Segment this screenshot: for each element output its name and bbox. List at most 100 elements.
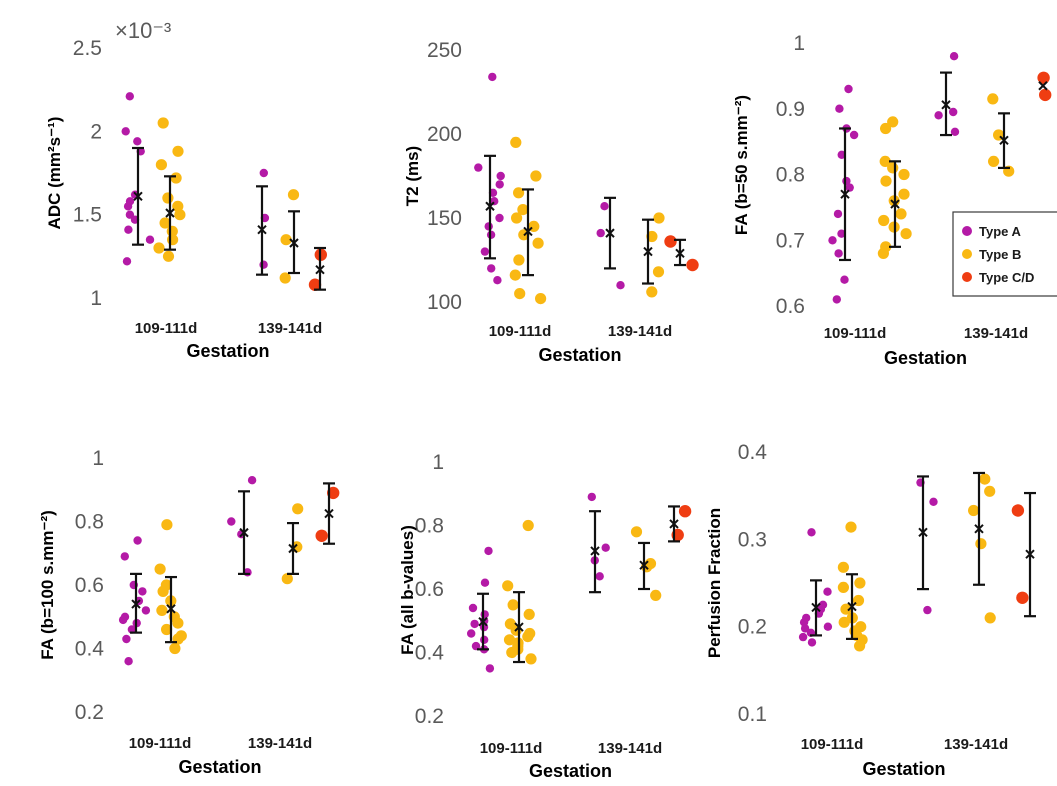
data-point: [510, 212, 523, 224]
data-point: [496, 171, 505, 181]
y-tick-label: 0.8: [776, 164, 805, 187]
group-109-111d-type_a: [118, 536, 151, 666]
data-point: [124, 225, 133, 234]
legend-entry: Type C/D: [962, 270, 1034, 285]
legend-label: Type C/D: [979, 270, 1034, 285]
group-109-111d-type_b: [154, 519, 187, 655]
y-axis-label: FA (all b-values): [398, 525, 417, 655]
data-point: [845, 521, 857, 533]
data-point: [120, 552, 129, 561]
mean-marker: [257, 224, 267, 235]
data-point: [653, 212, 665, 224]
data-point: [837, 150, 846, 159]
data-point: [121, 127, 130, 136]
data-point: [480, 247, 490, 256]
mean-marker: [669, 519, 679, 529]
group-109-111d-type_b: [502, 519, 537, 665]
data-point: [484, 546, 493, 556]
data-point: [949, 107, 958, 117]
data-point: [522, 631, 534, 643]
y-tick-label: 0.2: [75, 701, 104, 724]
data-point: [587, 492, 596, 502]
y-tick-label: 100: [427, 291, 462, 314]
data-point: [514, 288, 526, 300]
data-point: [833, 209, 843, 219]
y-tick-label: 1: [90, 287, 102, 310]
data-point: [1011, 504, 1025, 517]
group-139-141d-type_a: [587, 492, 610, 594]
y-axis-label: FA (b=50 s.mm⁻²): [732, 95, 751, 235]
chart-panel-1: 1 1.5 2 2.5 ×10⁻³ ADC (mm²s⁻¹) 109-111d 139-141…: [45, 18, 327, 361]
chart-panel-2: 100 150 200 250 T2 (ms) 109-111d 139-141d Gesta…: [403, 39, 699, 365]
y-tick-label: 0.4: [415, 642, 445, 665]
data-point: [525, 653, 537, 665]
data-point: [600, 202, 609, 211]
data-point: [279, 272, 291, 284]
data-point: [840, 275, 849, 284]
chart-panel-6: 0.1 0.2 0.3 0.4 Perfusion Fraction 109-111d 13…: [705, 441, 1036, 779]
mean-marker: [239, 527, 249, 538]
data-point: [895, 208, 907, 220]
mean-marker: [840, 189, 850, 199]
data-point: [530, 170, 542, 182]
data-point: [616, 281, 625, 290]
data-point: [535, 293, 547, 305]
data-point: [154, 563, 166, 575]
data-point: [503, 634, 516, 646]
data-point: [506, 646, 518, 659]
data-point: [259, 168, 268, 178]
y-tick-label: 0.8: [75, 511, 104, 534]
data-point: [227, 517, 236, 526]
data-point: [125, 92, 134, 101]
data-point: [155, 159, 167, 171]
y-axis-label: T2 (ms): [403, 146, 422, 206]
mean-marker: [675, 248, 685, 258]
mean-marker: [590, 546, 600, 556]
data-point: [513, 254, 525, 266]
x-tick-label: 139-141d: [608, 323, 672, 340]
group-139-141d-type_a: [256, 168, 270, 276]
y-tick-label: 0.3: [738, 528, 767, 551]
y-tick-label: 2.5: [73, 37, 102, 60]
data-point: [832, 295, 841, 304]
data-point: [161, 519, 173, 531]
data-point: [315, 529, 328, 542]
data-point: [975, 538, 987, 550]
mean-marker: [643, 246, 653, 257]
legend-marker: [962, 272, 972, 282]
x-tick-label: 139-141d: [248, 735, 312, 752]
data-point: [837, 581, 850, 594]
mean-marker: [133, 191, 143, 202]
data-point: [522, 519, 534, 532]
data-point: [124, 657, 133, 666]
legend-marker: [962, 249, 972, 259]
group-109-111d-type_a: [798, 528, 833, 647]
data-point: [507, 599, 519, 611]
data-point: [510, 136, 522, 148]
data-point: [595, 572, 604, 581]
mean-marker: [1038, 81, 1048, 91]
mean-marker: [918, 527, 928, 538]
data-point: [172, 200, 184, 212]
data-point: [145, 235, 155, 244]
x-tick-label: 109-111d: [489, 323, 552, 340]
group-139-141d-type_b: [279, 189, 300, 284]
data-point: [828, 236, 837, 245]
y-tick-label: 1.5: [73, 204, 102, 227]
y-tick-label: 0.6: [415, 578, 444, 601]
mean-marker: [999, 135, 1009, 146]
mean-marker: [478, 616, 488, 627]
data-point: [887, 116, 899, 128]
mean-marker: [847, 601, 857, 612]
x-axis-label: Gestation: [178, 757, 261, 777]
y-tick-label: 150: [427, 207, 462, 230]
legend-entry: Type A: [962, 224, 1022, 239]
data-point: [133, 137, 142, 146]
data-point: [495, 213, 504, 223]
data-point: [880, 122, 892, 135]
y-tick-label: 0.6: [75, 574, 104, 597]
group-109-111d-type_b: [153, 117, 186, 262]
group-139-141d-type_cd: [1037, 71, 1052, 102]
mean-marker: [523, 226, 533, 237]
data-point: [1016, 591, 1029, 604]
